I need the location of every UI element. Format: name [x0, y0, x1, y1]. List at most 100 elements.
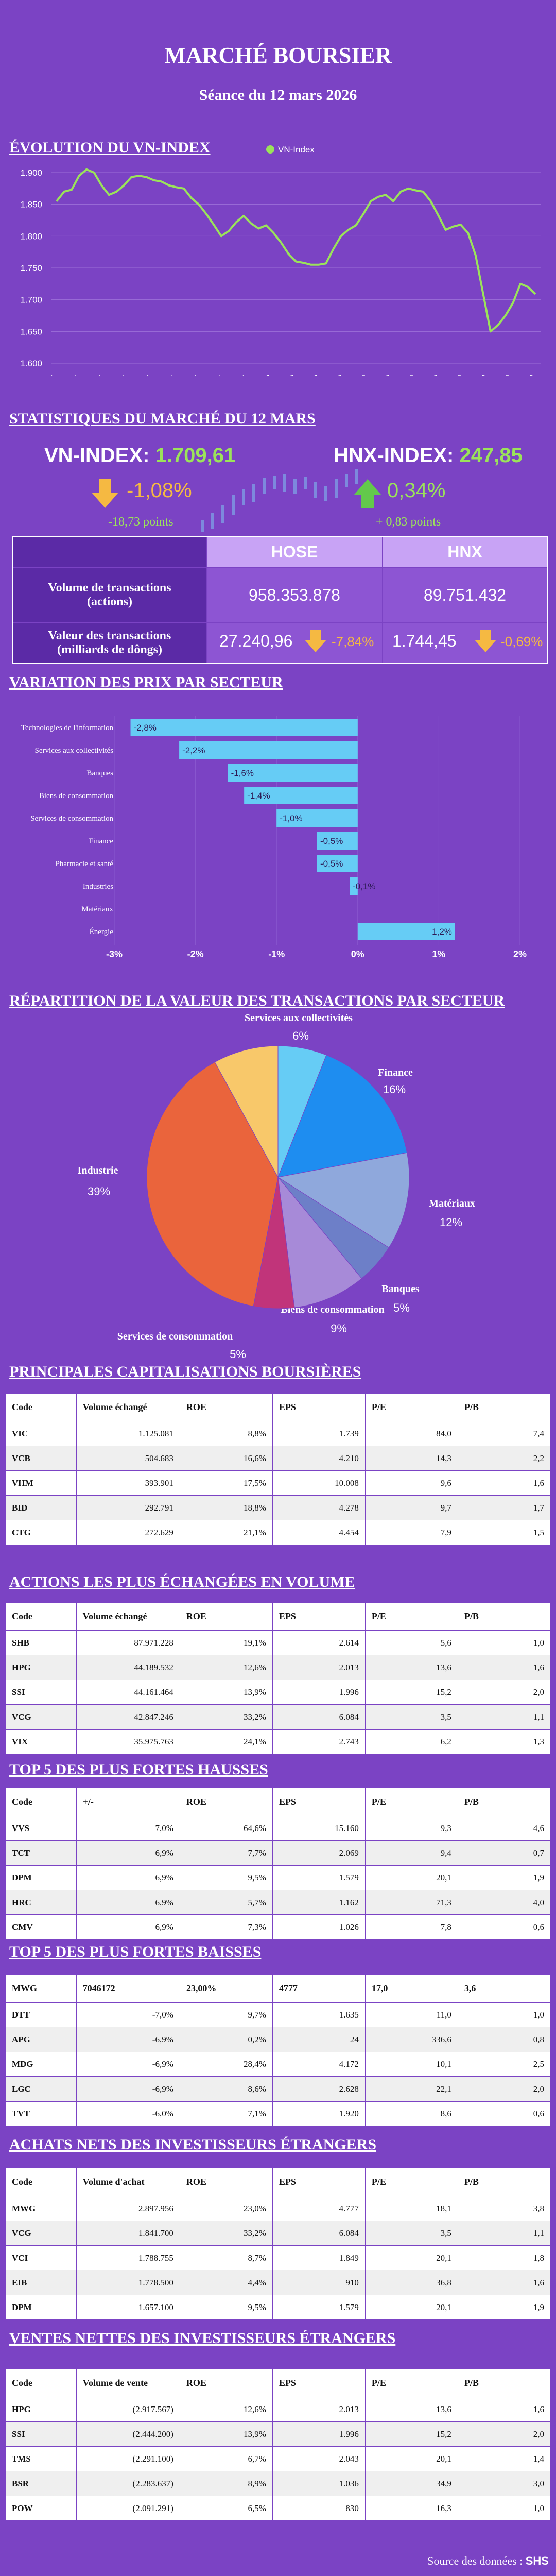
table-cell: 5,7%	[179, 1890, 273, 1915]
hnx-index-label: HNX-INDEX:	[334, 444, 460, 467]
x-tick-label: 12/1	[65, 373, 82, 376]
category-label: Énergie	[90, 927, 114, 936]
x-tick-label: 6/3	[475, 373, 489, 376]
table-cell: 6,2	[364, 1729, 458, 1754]
table-cell: 9,7%	[179, 2002, 273, 2027]
table-header-cell: Code	[5, 2168, 77, 2196]
x-tick-label: 1%	[432, 949, 445, 959]
x-tick-label: 12/03	[517, 373, 537, 376]
caps-table: Code Volume échangé ROE EPS P/E P/B VIC 1.125.0…	[5, 1393, 551, 1545]
table-row: EIB 1.778.500 4,4% 910 36,8 1,6	[5, 2270, 551, 2295]
table-cell: 12,6%	[179, 1655, 273, 1680]
ticker-cell: VCG	[5, 2221, 77, 2246]
table-header-cell: +/-	[76, 1788, 180, 1816]
table-row: VCB 504.683 16,6% 4.210 14,3 2,2	[5, 1446, 551, 1471]
hnx-index-points: + 0,83 points	[376, 515, 441, 529]
table-cell: 1,0	[457, 2002, 551, 2027]
ticker-cell: VCI	[5, 2245, 77, 2270]
table-header-cell: 4777	[272, 1974, 366, 2003]
table-cell: 14,3	[364, 1446, 458, 1471]
table-cell: 4,4%	[179, 2270, 273, 2295]
table-cell: (2.917.567)	[76, 2397, 180, 2422]
net-sell-title: VENTES NETTES DES INVESTISSEURS ÉTRANGER…	[9, 2330, 396, 2347]
ticker-cell: VIX	[5, 1729, 77, 1754]
table-cell: 5,6	[364, 1630, 458, 1655]
table-cell: 13,9%	[179, 2421, 273, 2447]
bar	[350, 877, 358, 895]
ticker-cell: SSI	[5, 2421, 77, 2447]
table-header-cell: ROE	[179, 2168, 273, 2196]
gainers-table: Code +/- ROE EPS P/E P/B VVS 7,0% 64,6% 15.160 9,3…	[5, 1788, 551, 1940]
pie-slice-label: Services de consommation	[117, 1331, 233, 1342]
stats-col-hnx: HNX	[383, 537, 547, 567]
legend-label: VN-Index	[278, 145, 315, 155]
category-label: Banques	[86, 769, 113, 777]
table-cell: 1,7	[457, 1495, 551, 1520]
sector-pie-chart: Services aux collectivités 6% Finance 16% Ma…	[78, 1012, 475, 1361]
table-cell: 1.778.500	[76, 2270, 180, 2295]
table-cell: 0,6	[457, 2101, 551, 2126]
table-cell: 1,1	[457, 2221, 551, 2246]
ticker-cell: APG	[5, 2027, 77, 2052]
table-cell: 7,0%	[76, 1816, 180, 1841]
x-tick-label: 2%	[513, 949, 527, 959]
table-cell: 8,7%	[179, 2245, 273, 2270]
x-tick-label: 26/2	[401, 373, 418, 376]
y-tick-label: 1.850	[20, 200, 42, 210]
table-cell: 1.788.755	[76, 2245, 180, 2270]
x-tick-label: 3/2	[260, 373, 274, 376]
table-cell: -6,9%	[76, 2052, 180, 2077]
table-cell: 8,8%	[179, 1421, 273, 1446]
table-header-cell: P/E	[364, 2369, 458, 2397]
table-cell: 7,9	[364, 1520, 458, 1545]
x-tick-label: 08/1	[41, 373, 58, 376]
ticker-cell: CTG	[5, 1520, 77, 1545]
table-cell: 2.897.956	[76, 2196, 180, 2221]
table-cell: 1,6	[457, 2270, 551, 2295]
table-cell: 2.013	[272, 1655, 366, 1680]
table-header-cell: Code	[5, 1602, 77, 1631]
footer-source-name: SHS	[525, 2554, 549, 2567]
table-cell: 84,0	[364, 1421, 458, 1446]
stats-row-value-hnx-change: -0,69%	[500, 634, 543, 649]
table-cell: 44.161.464	[76, 1680, 180, 1705]
x-tick-label: 20/1	[137, 373, 154, 376]
pie-slice	[146, 1061, 279, 1307]
ticker-cell: MDG	[5, 2052, 77, 2077]
arrow-down-icon	[92, 479, 118, 511]
table-cell: 10.008	[272, 1470, 366, 1496]
table-cell: 13,9%	[179, 1680, 273, 1705]
table-cell: 71,3	[364, 1890, 458, 1915]
table-cell: 1,9	[457, 2295, 551, 2320]
table-cell: 0,6	[457, 1914, 551, 1940]
net-buy-title: ACHATS NETS DES INVESTISSEURS ÉTRANGERS	[9, 2136, 377, 2153]
table-cell: 6,9%	[76, 1890, 180, 1915]
table-cell: -7,0%	[76, 2002, 180, 2027]
table-cell: 9,5%	[179, 2295, 273, 2320]
table-row: POW (2.091.291) 6,5% 830 16,3 1,0	[5, 2496, 551, 2521]
pie-slice-label: Services aux collectivités	[245, 1012, 353, 1024]
table-cell: 1.849	[272, 2245, 366, 2270]
table-header-cell: P/E	[364, 1602, 458, 1631]
x-tick-label: 13/2	[353, 373, 370, 376]
table-cell: 0,2%	[179, 2027, 273, 2052]
table-row: BSR (2.283.637) 8,9% 1.036 34,9 3,0	[5, 2471, 551, 2496]
y-tick-label: 1.750	[20, 263, 42, 273]
table-cell: 7,4	[457, 1421, 551, 1446]
pie-slice-percent: 6%	[292, 1029, 309, 1042]
bar-value-label: -2,2%	[182, 745, 205, 755]
y-tick-label: 1.700	[20, 295, 42, 305]
ticker-cell: TMS	[5, 2446, 77, 2471]
table-cell: 13,6	[364, 1655, 458, 1680]
x-tick-label: 0%	[351, 949, 364, 959]
table-cell: 2,2	[457, 1446, 551, 1471]
table-cell: 4,6	[457, 1816, 551, 1841]
table-row: VCI 1.788.755 8,7% 1.849 20,1 1,8	[5, 2245, 551, 2270]
x-tick-label: 22/1	[161, 373, 178, 376]
table-cell: 24,1%	[179, 1729, 273, 1754]
vn-index-label: VN-INDEX:	[44, 444, 155, 467]
footer-source-label: Source des données :	[427, 2554, 526, 2567]
table-header-cell: P/E	[364, 1393, 458, 1421]
ticker-cell: VCB	[5, 1446, 77, 1471]
ticker-cell: VIC	[5, 1421, 77, 1446]
